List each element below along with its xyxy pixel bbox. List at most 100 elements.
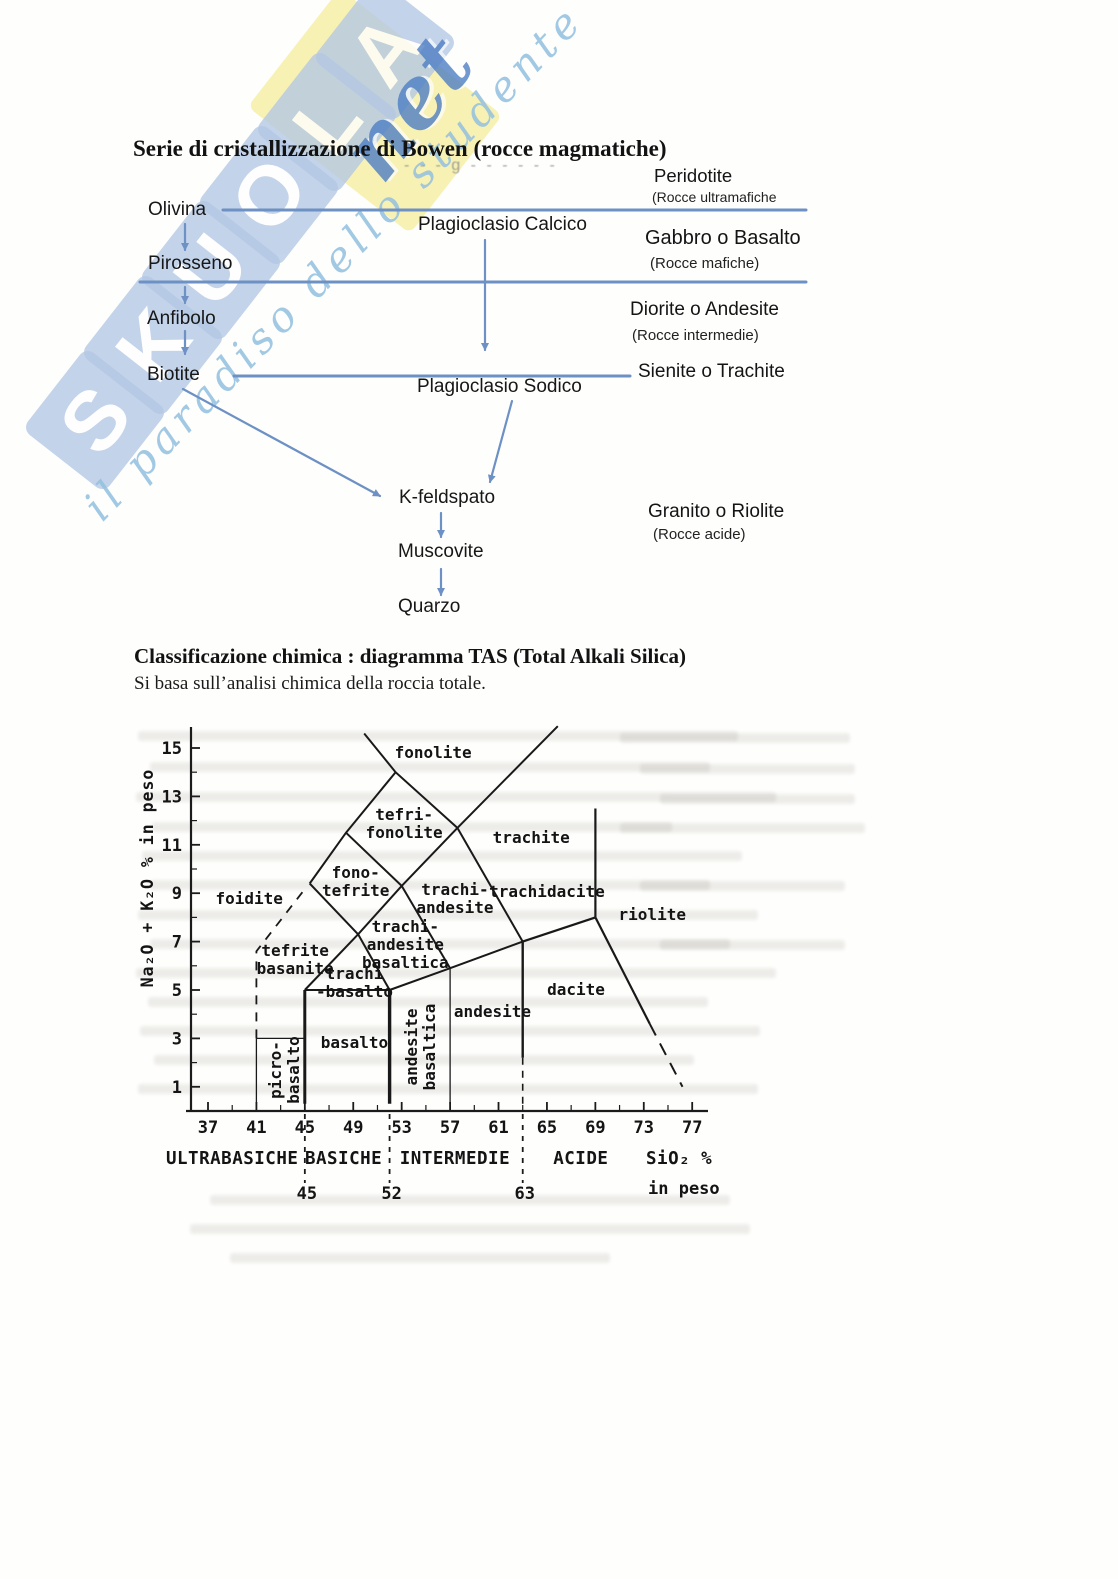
tas-category-boundary-label: 63 — [514, 1184, 534, 1204]
tas-x-tick-label: 57 — [440, 1118, 460, 1138]
bleed-through-line — [150, 762, 710, 772]
tas-field-tefrite-basanite: tefrite basanite — [256, 940, 334, 978]
tas-field-boundary — [357, 933, 391, 991]
tas-x-tick-label: 73 — [634, 1118, 654, 1138]
mineral-plagioclasio-calcico: Plagioclasio Calcico — [418, 214, 587, 235]
bleed-through-line — [210, 1195, 730, 1205]
bleed-through-line — [142, 851, 742, 861]
tas-field-dacite: dacite — [547, 980, 605, 1000]
arrow-biotite-kfeldspato — [181, 387, 382, 498]
bleed-through-line — [660, 940, 845, 950]
tas-x-tick-label: 49 — [343, 1118, 363, 1138]
tas-y-tick-label: 5 — [172, 981, 182, 1001]
tas-field-riolite: riolite — [618, 905, 686, 925]
arrow-sodico-kfeldspato — [487, 399, 514, 484]
bleed-through-line — [230, 1253, 610, 1263]
tas-x-tick-label: 41 — [246, 1118, 266, 1138]
bleed-through-line — [138, 1084, 758, 1094]
tas-field-boundary — [522, 916, 596, 943]
tas-field-boundary — [400, 885, 451, 969]
tas-ylabel: Na₂O + K₂O % in peso — [138, 769, 157, 988]
tas-field-boundary — [308, 882, 359, 935]
tas-category-label: INTERMEDIE — [400, 1149, 510, 1169]
tas-field-basalto: basalto — [320, 1033, 389, 1053]
mineral-plagioclasio-sodico: Plagioclasio Sodico — [417, 376, 582, 397]
bleed-through-line — [152, 822, 672, 832]
tas-y-tick-label: 3 — [172, 1029, 182, 1049]
bleed-through-line — [136, 968, 776, 978]
bleed-through-line — [640, 764, 855, 774]
tas-field-trachi-andesite: trachi- andesite — [416, 880, 494, 918]
bleed-through-line — [136, 792, 776, 802]
tas-category-label: ULTRABASICHE — [166, 1149, 298, 1169]
bleed-through-line — [138, 731, 738, 741]
tas-x-tick-label: 37 — [198, 1118, 218, 1138]
tas-category-boundary-label: 45 — [297, 1184, 317, 1204]
tas-field-trachi-andesite-basaltica: trachi- andesite basaltica — [361, 917, 449, 973]
tas-field-boundary — [648, 1023, 684, 1088]
tas-field-andesite: andesite — [453, 1001, 531, 1021]
tas-field-trachite: trachite — [492, 827, 570, 847]
tas-y-tick-label: 9 — [172, 884, 182, 904]
bleed-through-line — [640, 881, 845, 891]
rock-diorite-andesite: Diorite o Andesite — [630, 299, 779, 320]
tas-x-tick-label: 69 — [585, 1118, 605, 1138]
section-title-tas: Classificazione chimica : diagramma TAS … — [134, 644, 687, 668]
mineral-biotite: Biotite — [147, 364, 200, 385]
mineral-olivina: Olivina — [148, 199, 207, 220]
tas-field-boundary — [345, 831, 403, 887]
tas-field-foidite: foidite — [215, 889, 283, 909]
tas-xlabel: SiO₂ % — [646, 1149, 712, 1169]
tas-field-boundary — [449, 940, 524, 970]
rock-granito-riolite: Granito o Riolite — [648, 501, 785, 522]
rock-peridotite: Peridotite — [654, 165, 733, 186]
tas-category-boundary-label: 52 — [381, 1184, 401, 1204]
tas-y-tick-label: 13 — [162, 787, 182, 807]
rock-note-mafiche: (Rocce mafiche) — [650, 255, 760, 272]
tas-field-picro-basalto: picro- basalto — [266, 1036, 304, 1104]
mineral-anfibolo: Anfibolo — [147, 308, 216, 329]
bleed-through-line — [150, 939, 730, 949]
tas-field-boundary — [304, 827, 459, 991]
tas-y-tick-label: 15 — [162, 739, 182, 759]
rock-note-intermedie: (Rocce intermedie) — [632, 327, 759, 344]
mineral-k-feldspato: K-feldspato — [399, 487, 496, 508]
rock-note-acide: (Rocce acide) — [653, 526, 746, 543]
faded-text-remnant: - - - g - - - - - - — [404, 157, 558, 174]
bleed-through-line — [138, 910, 758, 920]
mineral-quarzo: Quarzo — [398, 596, 461, 617]
tas-x-tick-label: 61 — [488, 1118, 508, 1138]
tas-x-tick-label: 77 — [682, 1118, 702, 1138]
bleed-through-line — [150, 880, 710, 890]
section-title-bowen: Serie di cristallizzazione di Bowen (roc… — [133, 136, 667, 161]
tas-field-tefri-fonolite: tefri- fonolite — [365, 805, 443, 843]
tas-field-trachidacite: trachidacite — [489, 882, 605, 902]
section-subtitle-tas: Si basa sull’analisi chimica della rocci… — [134, 673, 486, 694]
bleed-through-line — [190, 1224, 750, 1234]
tas-xlabel-unit: in peso — [648, 1179, 720, 1199]
tas-field-andesite-basaltica: andesite basaltica — [402, 1003, 440, 1091]
tas-field-boundary — [456, 827, 524, 943]
tas-field-boundary — [255, 885, 309, 1039]
tas-field-trachi-basalto: trachi -basalto — [315, 963, 393, 1001]
bleed-through-line — [620, 823, 865, 833]
tas-field-boundary — [456, 725, 559, 829]
rock-note-ultramafiche: (Rocce ultramafiche — [652, 189, 777, 205]
tas-category-label: ACIDE — [553, 1149, 608, 1169]
rock-gabbro-basalto: Gabbro o Basalto — [645, 227, 801, 249]
tas-field-boundary — [389, 967, 451, 991]
tas-field-fono-tefrite: fono- tefrite — [321, 863, 390, 901]
tas-y-tick-label: 1 — [172, 1078, 182, 1098]
bleed-through-line — [620, 733, 850, 743]
tas-y-tick-label: 7 — [172, 933, 182, 953]
tas-y-tick-label: 11 — [162, 836, 182, 856]
mineral-muscovite: Muscovite — [398, 541, 484, 562]
tas-field-boundary — [363, 732, 459, 829]
bleed-through-line — [154, 1055, 694, 1065]
tas-field-fonolite: fonolite — [394, 742, 472, 762]
bleed-through-line — [148, 997, 708, 1007]
